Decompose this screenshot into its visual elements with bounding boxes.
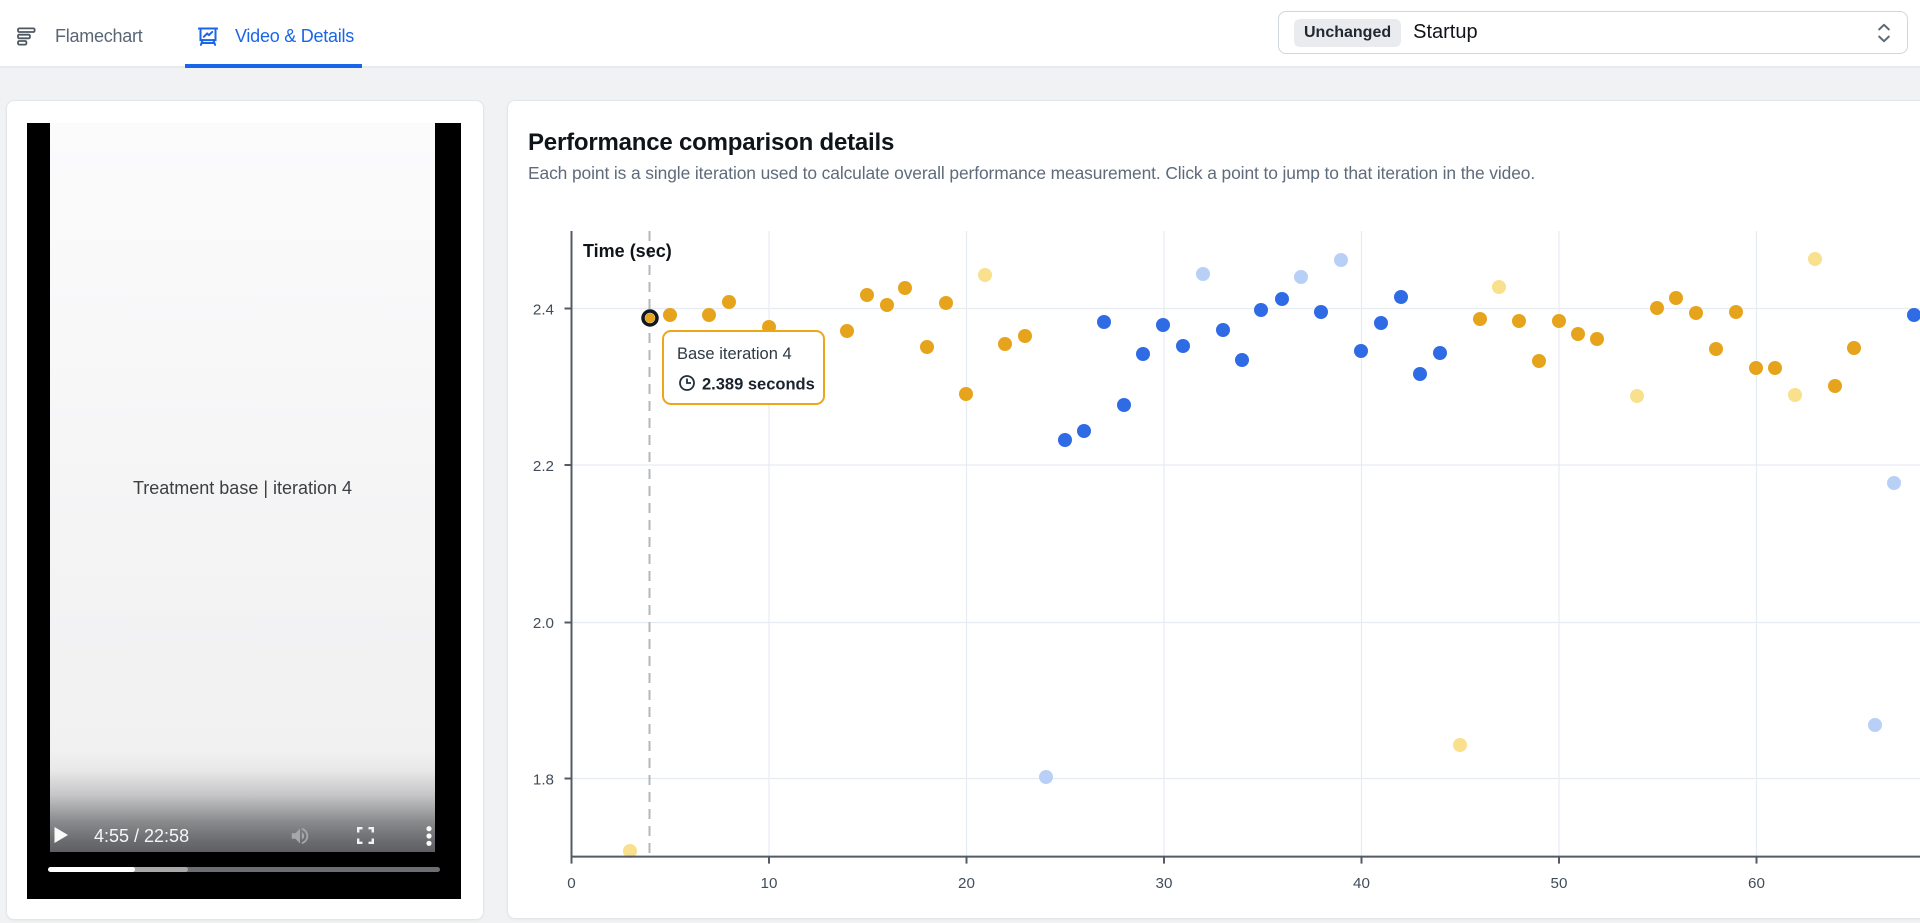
svg-text:2.4: 2.4 [533,302,554,319]
svg-text:Base iteration 4: Base iteration 4 [677,345,792,363]
svg-text:2.2: 2.2 [533,458,554,475]
svg-text:10: 10 [761,875,778,892]
svg-text:1.8: 1.8 [533,772,554,789]
svg-text:60: 60 [1748,875,1765,892]
svg-text:2.389 seconds: 2.389 seconds [702,376,815,394]
svg-text:2.0: 2.0 [533,615,554,632]
svg-text:Time (sec): Time (sec) [583,241,672,261]
svg-text:20: 20 [958,875,975,892]
svg-text:50: 50 [1551,875,1568,892]
svg-text:40: 40 [1353,875,1370,892]
svg-text:30: 30 [1156,875,1173,892]
svg-text:0: 0 [567,875,575,892]
